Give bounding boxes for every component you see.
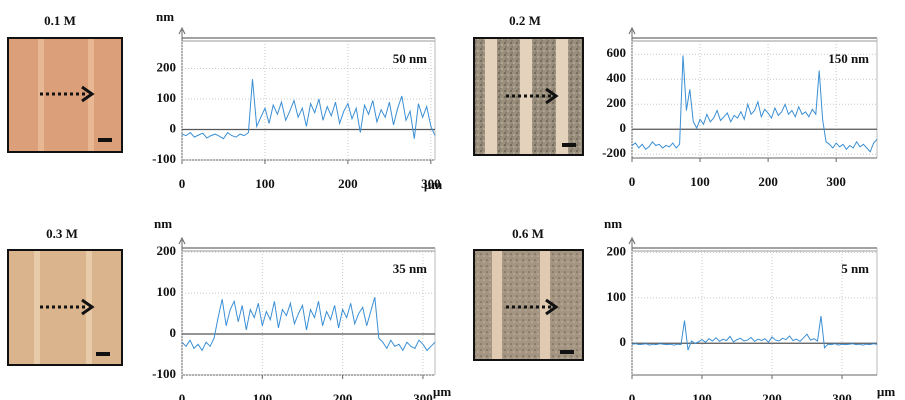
x-tick-label: 100	[253, 391, 273, 400]
x-tick-label: 0	[179, 176, 186, 191]
y-tick-label: 100	[607, 289, 627, 304]
x-tick-label: 0	[629, 391, 636, 400]
x-tick-label: 200	[333, 391, 353, 400]
y-tick-label: 0	[170, 325, 177, 340]
panel-title: 0.2 M	[509, 13, 541, 28]
panel-title: 0.3 M	[46, 226, 78, 241]
y-axis-arrow	[178, 236, 186, 245]
y-tick-label: 0	[170, 120, 177, 135]
x-tick-label: 0	[179, 391, 186, 400]
profile-line	[631, 315, 878, 351]
y-axis-label: nm	[154, 216, 172, 231]
y-tick-label: 200	[607, 95, 627, 110]
y-axis-label: nm	[604, 216, 622, 231]
y-tick-label: -100	[152, 366, 176, 381]
y-tick-label: 200	[607, 244, 627, 259]
annotation: 150 nm	[828, 51, 869, 66]
x-tick-label: 300	[421, 176, 441, 191]
profile-line	[631, 55, 878, 153]
panel-title: 0.6 M	[512, 226, 544, 241]
x-tick-label: 0	[629, 174, 636, 189]
y-axis-label: nm	[156, 9, 174, 24]
y-tick-label: -200	[602, 145, 626, 160]
x-axis-label: µm	[877, 384, 895, 399]
panel-title: 0.1 M	[44, 13, 76, 28]
y-axis-arrow	[178, 26, 186, 35]
y-tick-label: 200	[157, 59, 177, 74]
x-tick-label: 200	[762, 391, 782, 400]
y-tick-label: 0	[620, 334, 627, 349]
x-tick-label: 100	[692, 391, 712, 400]
profile-line	[181, 297, 436, 352]
x-tick-label: 200	[338, 176, 358, 191]
x-tick-label: 100	[255, 176, 275, 191]
y-tick-label: 400	[607, 70, 627, 85]
x-tick-label: 300	[832, 391, 852, 400]
micrograph	[7, 37, 123, 153]
y-tick-label: 600	[607, 45, 627, 60]
y-tick-label: 0	[620, 120, 627, 135]
micrograph	[473, 249, 584, 361]
y-tick-label: -100	[152, 151, 176, 166]
x-tick-label: 200	[758, 174, 778, 189]
x-axis-label: µm	[424, 177, 442, 192]
profile-line	[181, 79, 436, 140]
y-axis-arrow	[628, 236, 636, 245]
annotation: 50 nm	[393, 51, 427, 66]
annotation: 35 nm	[393, 261, 427, 276]
y-tick-label: 100	[157, 284, 177, 299]
micrograph	[473, 37, 584, 156]
y-tick-label: 100	[157, 90, 177, 105]
x-tick-label: 100	[690, 174, 710, 189]
y-tick-label: 200	[157, 243, 177, 258]
x-axis-label: µm	[433, 384, 451, 399]
x-tick-label: 300	[826, 174, 846, 189]
annotation: 5 nm	[841, 261, 869, 276]
micrograph	[7, 249, 123, 366]
y-axis-arrow	[628, 26, 636, 35]
x-tick-label: 300	[413, 391, 433, 400]
